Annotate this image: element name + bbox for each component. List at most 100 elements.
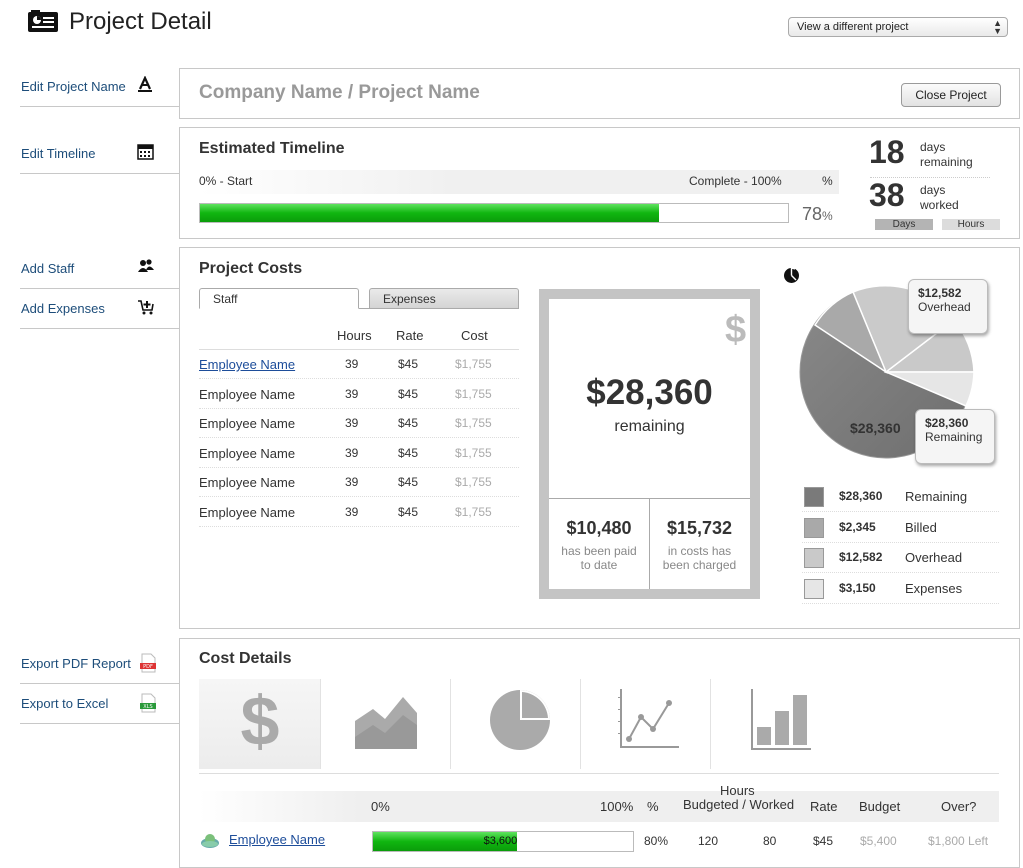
- cost-cell: $1,755: [455, 475, 492, 489]
- cost-cell: $1,755: [455, 445, 492, 460]
- legend-swatch: [804, 548, 824, 568]
- sidebar-edit-project-name[interactable]: Edit Project Name: [20, 67, 179, 107]
- cd-head-zero: 0%: [371, 799, 390, 814]
- sidebar-edit-timeline[interactable]: Edit Timeline: [20, 134, 179, 174]
- hours-cell: 39: [345, 357, 359, 371]
- svg-text:PDF: PDF: [143, 664, 153, 670]
- cost-cell: $1,755: [455, 386, 492, 401]
- rate-cell: $45: [398, 357, 419, 371]
- add-to-cart-icon: [137, 298, 155, 316]
- cd-head-percent: %: [647, 799, 659, 814]
- table-row: Employee Name 39 $45 $1,755: [199, 350, 519, 379]
- svg-text:XLS: XLS: [143, 704, 152, 710]
- legend-item: $12,582 Overhead: [802, 543, 999, 573]
- remaining-amount: $28,360: [586, 373, 713, 412]
- cost-details-title: Cost Details: [199, 650, 292, 667]
- timeline-percent-value: 78: [802, 204, 823, 224]
- employee-name: Employee Name: [199, 416, 296, 431]
- sidebar-export-pdf[interactable]: Export PDF Report PDF: [20, 644, 179, 684]
- cd-row-worked: 80: [763, 834, 777, 848]
- days-remaining-number: 18: [869, 134, 905, 170]
- timeline-percent: 78%: [802, 204, 833, 225]
- pie-slice-billed: [813, 291, 888, 374]
- cd-head-hours-2: Budgeted / Worked: [683, 797, 795, 812]
- sidebar-item-label: Export PDF Report: [21, 656, 131, 671]
- table-row: Employee Name 39 $45 $1,755: [199, 468, 519, 497]
- cost-cell: $1,755: [455, 416, 492, 430]
- pie-text-behind: $28,360: [850, 420, 901, 436]
- cd-row-over: $1,800 Left: [928, 834, 989, 848]
- pie-chart-toggle-icon[interactable]: [783, 267, 800, 289]
- employee-name-link[interactable]: Employee Name: [229, 832, 326, 847]
- days-remaining-label: days remaining: [920, 140, 973, 170]
- tab-staff[interactable]: Staff: [199, 288, 359, 309]
- line-chart-icon[interactable]: [589, 679, 711, 769]
- days-worked-label-1: days: [920, 183, 946, 197]
- dollar-icon[interactable]: $: [199, 679, 321, 769]
- xls-file-icon: XLS: [139, 693, 157, 713]
- employee-name: Employee Name: [199, 475, 296, 490]
- employee-name: Employee Name: [199, 504, 296, 520]
- sidebar-item-label: Export to Excel: [21, 696, 109, 711]
- remaining-label: remaining: [614, 418, 685, 435]
- remaining-summary-inner: $ $28,360 remaining $10,480 has been pai…: [549, 299, 750, 589]
- cd-head-over: Over?: [941, 799, 977, 814]
- sidebar-item-label: Add Expenses: [21, 301, 105, 316]
- col-rate: Rate: [396, 328, 424, 343]
- legend-label: Remaining: [905, 489, 968, 504]
- remaining-callout-value: $28,360: [925, 416, 969, 430]
- legend-item: $2,345 Billed: [802, 513, 999, 543]
- close-project-button[interactable]: Close Project: [901, 83, 1001, 107]
- legend-label: Overhead: [905, 550, 963, 565]
- tab-expenses[interactable]: Expenses: [369, 288, 519, 309]
- timeline-progress-fill: [200, 204, 659, 222]
- paid-label: has been paid to date: [549, 544, 649, 572]
- project-costs-title: Project Costs: [199, 260, 303, 277]
- tab-baseline: [199, 308, 519, 309]
- hours-cell: 39: [345, 504, 359, 519]
- toggle-hours[interactable]: Hours: [942, 219, 1000, 230]
- legend-value: $2,345: [839, 519, 876, 534]
- users-icon: [137, 258, 155, 276]
- timeline-complete-label: Complete - 100%: [689, 174, 782, 188]
- sidebar-add-staff[interactable]: Add Staff: [20, 249, 179, 289]
- employee-name[interactable]: Employee Name: [199, 357, 296, 372]
- days-remaining-label-2: remaining: [920, 155, 973, 169]
- remaining-callout: $28,360 Remaining: [915, 409, 995, 464]
- budget-progress-bar: $3,600: [372, 831, 634, 852]
- area-chart-icon[interactable]: [329, 679, 451, 769]
- legend-value: $28,360: [839, 489, 883, 503]
- project-card-icon: [28, 10, 58, 34]
- pdf-file-icon: PDF: [139, 653, 157, 673]
- overhead-callout-value: $12,582: [918, 286, 962, 300]
- rate-cell: $45: [398, 416, 419, 430]
- cd-head-hundred: 100%: [600, 799, 634, 814]
- legend-value: $12,582: [839, 550, 883, 564]
- divider: [870, 177, 990, 178]
- legend-value: $3,150: [839, 580, 876, 595]
- sidebar-item-label: Edit Timeline: [21, 146, 96, 161]
- pie-chart-icon[interactable]: [459, 679, 581, 769]
- remaining-summary-box: $ $28,360 remaining $10,480 has been pai…: [539, 289, 760, 599]
- text-format-icon: [137, 75, 155, 94]
- project-select[interactable]: View a different project ▲ ▼: [788, 17, 1008, 37]
- employee-avatar-icon: [200, 831, 220, 852]
- charged-amount: $15,732: [666, 518, 733, 538]
- bar-chart-icon[interactable]: [719, 679, 841, 769]
- timeline-start-label: 0% - Start: [199, 174, 253, 188]
- divider: [199, 773, 999, 774]
- page-title: Project Detail: [69, 8, 212, 35]
- timeline-title: Estimated Timeline: [199, 140, 345, 157]
- legend-item: $3,150 Expenses: [802, 574, 999, 604]
- cd-row-budget: $5,400: [860, 834, 897, 848]
- sidebar-add-expenses[interactable]: Add Expenses: [20, 289, 179, 329]
- timeline-scale: 0% - Start Complete - 100% %: [199, 170, 839, 194]
- view-dollar-glyph: $: [240, 682, 280, 760]
- toggle-days[interactable]: Days: [875, 219, 933, 230]
- table-row: Employee Name 39 $45 $1,755: [199, 409, 519, 438]
- overhead-callout: $12,582 Overhead: [908, 279, 988, 334]
- hours-cell: 39: [345, 475, 359, 489]
- project-name-panel: [179, 68, 1020, 119]
- select-arrows-icon: ▲ ▼: [993, 18, 1002, 36]
- sidebar-export-excel[interactable]: Export to Excel XLS: [20, 684, 179, 724]
